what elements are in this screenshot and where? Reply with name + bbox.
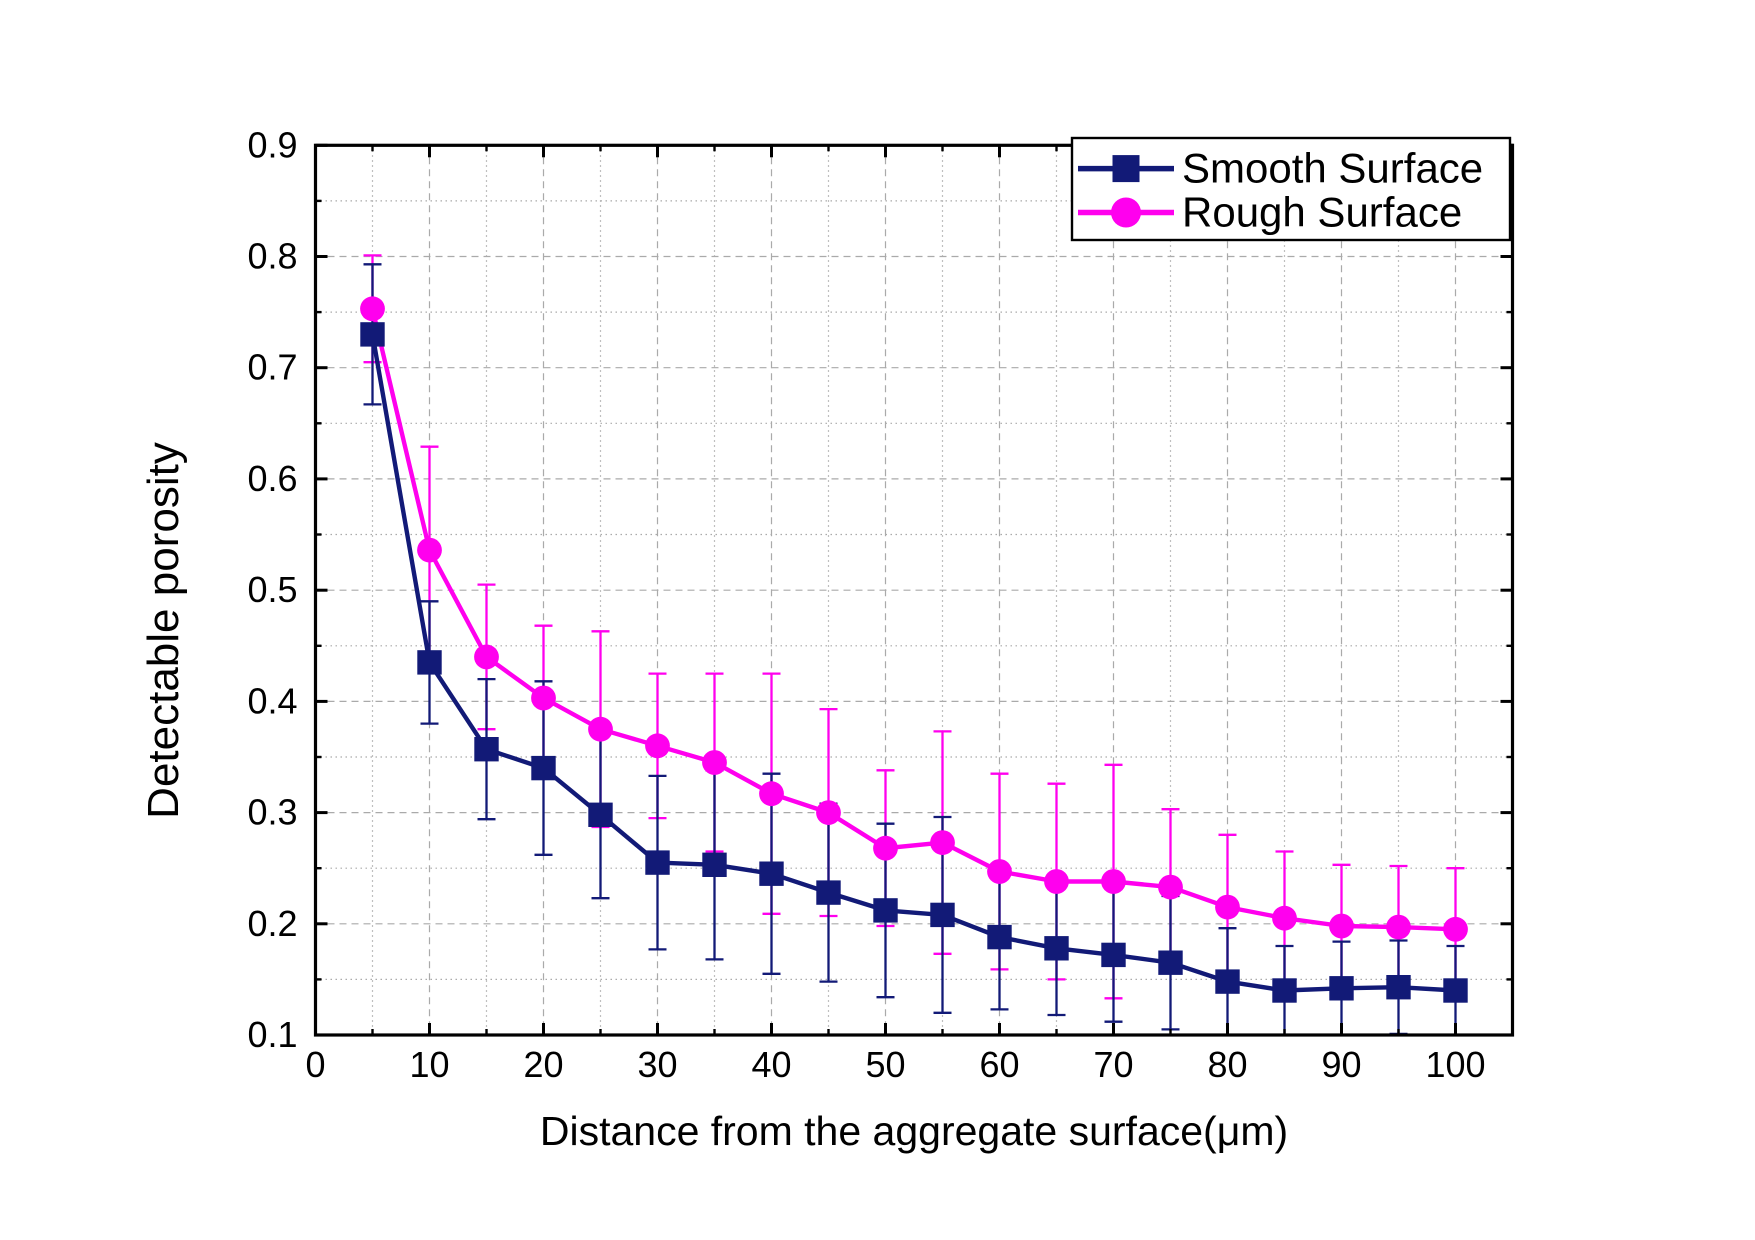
svg-text:30: 30 [637,1044,677,1085]
svg-text:Distance from the aggregate su: Distance from the aggregate surface(μm) [540,1108,1288,1154]
svg-text:0.3: 0.3 [247,792,297,833]
svg-text:40: 40 [751,1044,791,1085]
svg-text:10: 10 [409,1044,449,1085]
svg-text:0.6: 0.6 [247,458,297,499]
svg-text:0.1: 0.1 [247,1014,297,1055]
svg-text:70: 70 [1093,1044,1133,1085]
svg-text:100: 100 [1425,1044,1485,1085]
svg-text:Smooth Surface: Smooth Surface [1182,145,1483,192]
svg-text:60: 60 [979,1044,1019,1085]
svg-text:Detectable porosity: Detectable porosity [139,442,188,819]
svg-text:90: 90 [1321,1044,1361,1085]
svg-text:Rough Surface: Rough Surface [1182,189,1462,236]
svg-text:0.8: 0.8 [247,236,297,277]
svg-text:0.9: 0.9 [247,124,297,165]
svg-text:0.5: 0.5 [247,569,297,610]
svg-text:0.4: 0.4 [247,680,297,721]
svg-text:0.2: 0.2 [247,903,297,944]
svg-text:80: 80 [1207,1044,1247,1085]
svg-text:0.7: 0.7 [247,347,297,388]
svg-text:0: 0 [305,1044,325,1085]
svg-text:50: 50 [865,1044,905,1085]
svg-text:20: 20 [523,1044,563,1085]
